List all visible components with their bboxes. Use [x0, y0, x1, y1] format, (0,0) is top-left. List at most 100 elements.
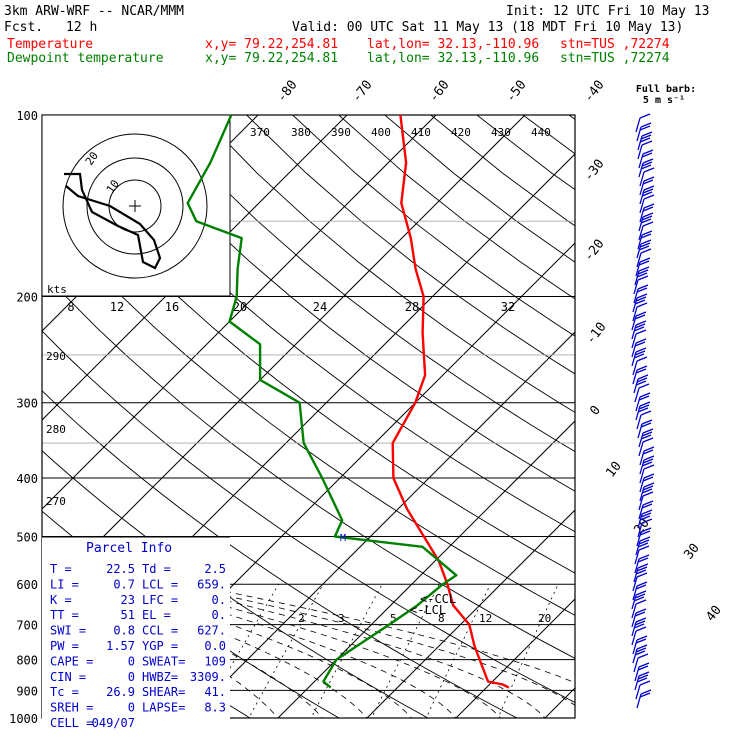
wind-barb-flag: [641, 191, 653, 197]
wind-barb-flag: [635, 638, 647, 644]
wind-barb-flag: [640, 512, 652, 518]
hodograph-scale-label: 8: [67, 300, 74, 314]
hodograph-scale-label: 24: [313, 300, 327, 314]
parcel-info-value: 26.9: [106, 685, 135, 699]
hodograph-ring-label: 20: [83, 149, 101, 167]
wind-barb-flag: [640, 422, 652, 428]
wind-barb-flag: [643, 167, 655, 173]
wind-barb-flag: [639, 113, 651, 119]
wind-barb-flag: [640, 122, 652, 128]
parcel-info-label: SREH =: [50, 701, 93, 715]
isotherm-tick-label: 10: [603, 459, 624, 481]
parcel-info-label: YGP =: [142, 639, 178, 653]
wind-barb-flag: [634, 593, 646, 599]
wind-barb-flag: [639, 401, 651, 407]
wind-barb-staff: [639, 198, 645, 214]
dry-adiabat-line: [522, 115, 575, 155]
parcel-info-value: 0: [128, 701, 135, 715]
forecast-label: Fcst.: [4, 20, 44, 35]
wind-barb-flag: [641, 419, 653, 425]
wind-barb-staff: [635, 684, 641, 700]
parcel-info-value: 049/07: [92, 716, 135, 730]
wind-barb-staff: [638, 225, 644, 241]
wind-barb-flag: [642, 491, 654, 497]
isotherm-tick-label: -40: [581, 78, 607, 106]
wind-barb-flag: [643, 194, 655, 200]
moist-adiabat-line: [42, 556, 575, 684]
theta-label: 270: [46, 495, 66, 508]
wind-barb-flag: [634, 611, 646, 617]
parcel-info-title: Parcel Info: [86, 541, 172, 556]
wind-barb-staff: [635, 117, 641, 133]
wind-barb-flag: [641, 503, 653, 509]
wind-barb-staff: [631, 333, 637, 349]
wind-barb-flag: [640, 239, 652, 245]
wind-barb-flag: [636, 287, 648, 293]
parcel-info-value: 0.7: [113, 577, 135, 591]
wind-barb-flag: [642, 188, 654, 194]
hodograph-scale-label: 28: [405, 300, 419, 314]
dry-adiabat-line: [61, 115, 575, 533]
hodograph-scale-label: 20: [233, 300, 247, 314]
wind-barb-flag: [637, 557, 649, 563]
dewpoint-legend-latlon: lat,lon= 32.13,-110.96: [367, 51, 540, 66]
wind-barb-flag: [635, 647, 647, 653]
isotherm-tick-label: -70: [349, 78, 375, 106]
wind-barb-flag: [643, 203, 655, 209]
wind-barb-flag: [635, 311, 647, 317]
parcel-info-background: [42, 537, 230, 727]
isotherm-tick-label: 40: [703, 603, 724, 625]
isotherm-line: [0, 102, 4, 731]
mixing-ratio-label: 5: [390, 612, 397, 625]
parcel-info-label: Tc =: [50, 685, 79, 699]
wind-barb-flag: [635, 338, 647, 344]
parcel-info-box: [42, 536, 230, 727]
theta-label: 280: [46, 423, 66, 436]
wind-barb-flag: [640, 218, 652, 224]
wind-barb-flag: [636, 293, 648, 299]
wind-barb-flag: [642, 428, 654, 434]
temperature-legend-station: stn=TUS ,72274: [560, 37, 670, 52]
parcel-info-label: LAPSE=: [142, 701, 185, 715]
wind-barb-flag: [640, 410, 652, 416]
wind-barb-flag: [635, 599, 647, 605]
isotherm-line: [277, 420, 575, 718]
dry-adiabat-line: [292, 115, 575, 337]
wind-barb-flag: [635, 569, 647, 575]
dry-adiabat-line: [42, 209, 575, 616]
parcel-info-label: CIN =: [50, 670, 86, 684]
parcel-info-label: SHEAR=: [142, 685, 185, 699]
parcel-info-value: 22.5: [106, 562, 135, 576]
wind-barb-staff: [633, 378, 639, 394]
theta-label: 290: [46, 350, 66, 363]
wind-barb-flag: [635, 368, 647, 374]
wind-barb-staff: [631, 603, 637, 619]
temperature-legend-name: Temperature: [7, 37, 94, 52]
parcel-info-value: 0: [128, 670, 135, 684]
wind-barb-flag: [639, 242, 651, 248]
parcel-info-label: LCL =: [142, 577, 178, 591]
temperature-profile-line: [391, 114, 510, 689]
mixing-ratio-label: 12: [479, 612, 492, 625]
parcel-info-label: CELL =: [50, 716, 93, 730]
isotherm-tick-label: 30: [681, 541, 702, 563]
wind-barb-flag: [635, 617, 647, 623]
wind-barb-flag: [641, 161, 653, 167]
wind-barb-flag: [640, 134, 652, 140]
wind-barb-flag: [633, 596, 645, 602]
wind-barb-staff: [639, 468, 645, 484]
plot-frame: [41, 114, 576, 719]
wind-barb-flag: [637, 563, 649, 569]
parcel-info-value: 0: [128, 654, 135, 668]
wind-barb-flag: [638, 554, 650, 560]
wind-barb-flag: [639, 530, 651, 536]
wind-barb-flag: [641, 509, 653, 515]
wind-barb-flag: [639, 137, 651, 143]
wind-barb-staff: [637, 144, 643, 160]
wind-barb-flag: [635, 380, 647, 386]
dry-adiabat-line: [246, 115, 575, 375]
isotherm-line: [621, 102, 740, 731]
wind-barb-flag: [640, 164, 652, 170]
wind-barb-flag: [638, 662, 650, 668]
